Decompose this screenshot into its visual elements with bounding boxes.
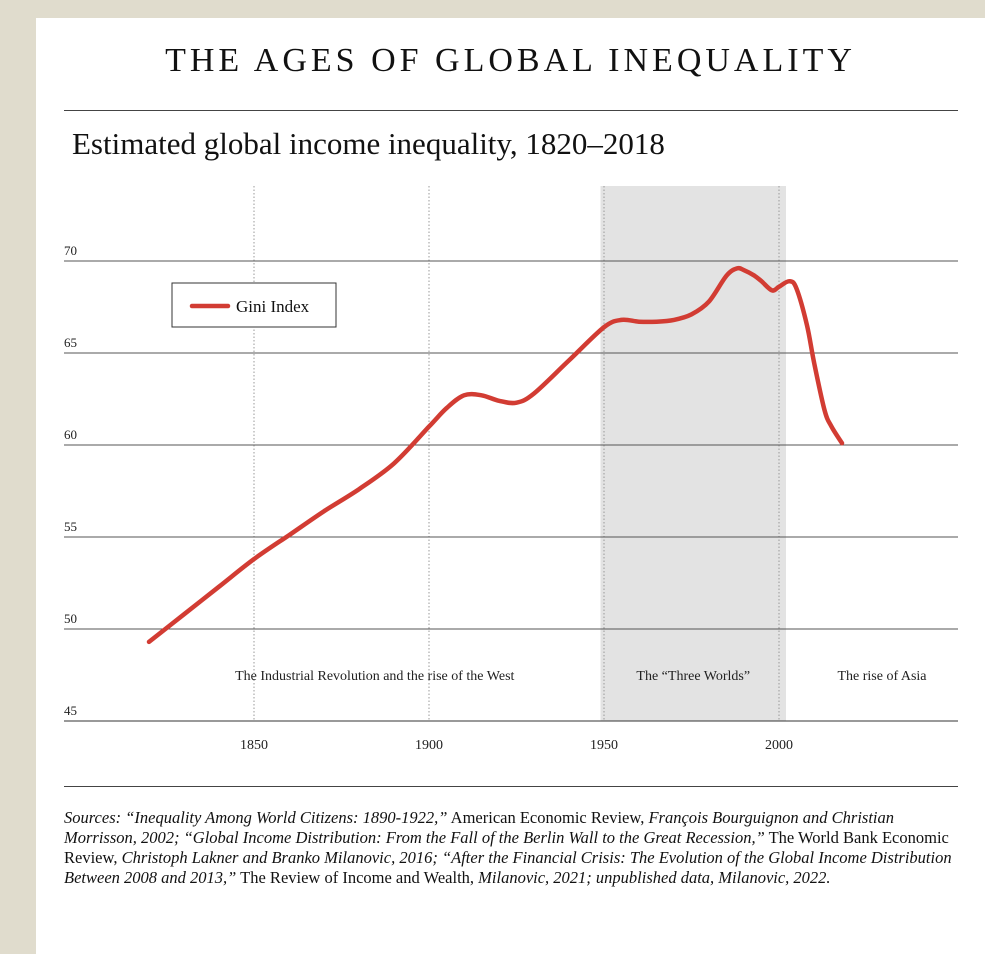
top-divider <box>64 110 958 111</box>
y-tick-label-70: 70 <box>64 243 77 258</box>
y-tick-label-65: 65 <box>64 335 77 350</box>
sources-italic-1: Sources: “Inequality Among World Citizen… <box>64 808 448 827</box>
sources-italic-3: Christoph Lakner and Branko Milanovic, 2… <box>64 848 952 887</box>
region-label-1: The “Three Worlds” <box>636 669 750 684</box>
sources-note: Sources: “Inequality Among World Citizen… <box>64 808 964 888</box>
x-tick-label-1950: 1950 <box>590 738 618 753</box>
y-tick-label-50: 50 <box>64 611 77 626</box>
x-tick-label-1900: 1900 <box>415 738 443 753</box>
main-title: THE AGES OF GLOBAL INEQUALITY <box>165 42 856 79</box>
chart: 45 50 55 60 65 70 1850 1900 1950 2000 The Industri… <box>64 186 958 753</box>
bottom-divider <box>64 786 958 787</box>
figure-card: THE AGES OF GLOBAL INEQUALITY Estimated … <box>36 18 985 954</box>
y-tick-label-45: 45 <box>64 703 77 718</box>
chart-title: Estimated global income inequality, 1820… <box>72 126 665 161</box>
shaded-region-1 <box>600 186 786 721</box>
series-line-0 <box>146 265 845 645</box>
x-tick-label-2000: 2000 <box>765 738 793 753</box>
x-tick-label-1850: 1850 <box>240 738 268 753</box>
region-label-0: The Industrial Revolution and the rise o… <box>235 669 514 684</box>
y-tick-label-60: 60 <box>64 427 77 442</box>
sources-plain-2: The World Bank Economic Review, <box>64 828 949 867</box>
legend-label-0: Gini Index <box>236 297 310 316</box>
region-label-2: The rise of Asia <box>837 669 927 684</box>
sources-plain-1: American Economic Review, <box>447 808 649 827</box>
sources-plain-3: The Review of Income and Wealth, <box>236 868 479 887</box>
sources-italic-4: Milanovic, 2021; unpublished data, Milan… <box>478 868 831 887</box>
sources-italic-2: François Bourguignon and Christian Morri… <box>64 808 894 847</box>
y-tick-label-55: 55 <box>64 519 77 534</box>
